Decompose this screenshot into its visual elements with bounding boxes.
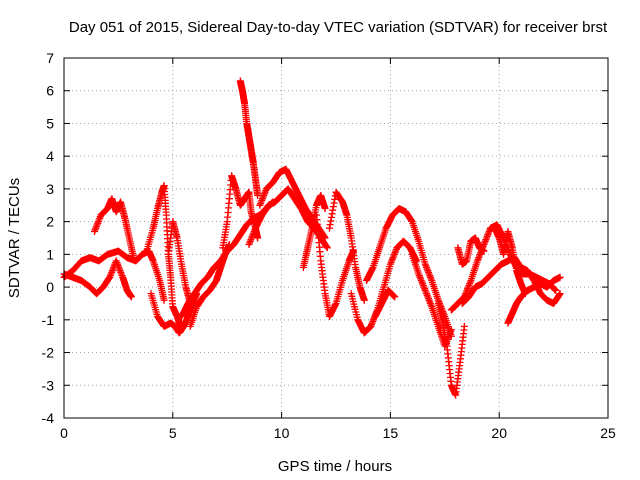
x-tick-label: 15 [383, 425, 399, 441]
data-trace [91, 195, 138, 262]
y-tick-label: 0 [46, 279, 54, 295]
y-tick-label: -4 [42, 410, 55, 426]
y-tick-label: 2 [46, 214, 54, 230]
x-tick-label: 10 [274, 425, 290, 441]
y-tick-label: -1 [42, 312, 55, 328]
y-tick-label: 6 [46, 83, 54, 99]
data-trace [236, 77, 262, 199]
data-trace [326, 188, 368, 304]
y-tick-label: -2 [42, 345, 55, 361]
chart-title: Day 051 of 2015, Sidereal Day-to-day VTE… [69, 19, 608, 36]
data-series [60, 77, 564, 399]
data-trace [504, 273, 564, 327]
data-trace [299, 192, 329, 271]
x-tick-label: 25 [600, 425, 616, 441]
y-tick-label: 7 [46, 50, 54, 66]
y-tick-label: 3 [46, 181, 54, 197]
x-tick-label: 5 [169, 425, 177, 441]
y-tick-label: 5 [46, 115, 54, 131]
x-tick-label: 20 [491, 425, 507, 441]
x-tick-label: 0 [60, 425, 68, 441]
y-tick-label: 1 [46, 246, 54, 262]
data-trace [434, 300, 468, 399]
y-axis-label: SDTVAR / TECUs [6, 178, 23, 298]
data-trace [164, 218, 194, 307]
axis-ticks: 0 5 10 15 20 25 -4 -3 -2 -1 0 1 2 3 4 5 6 7 [42, 50, 616, 441]
data-trace [312, 211, 357, 320]
data-trace [371, 286, 399, 320]
y-tick-label: -3 [42, 377, 55, 393]
data-trace [186, 241, 233, 330]
data-trace [454, 234, 488, 268]
plot-border [63, 57, 609, 419]
x-axis-label: GPS time / hours [278, 458, 392, 475]
data-trace [491, 224, 529, 298]
data-trace [363, 205, 455, 340]
data-trace [458, 254, 564, 307]
data-trace [143, 182, 185, 334]
y-tick-label: 4 [46, 148, 54, 164]
